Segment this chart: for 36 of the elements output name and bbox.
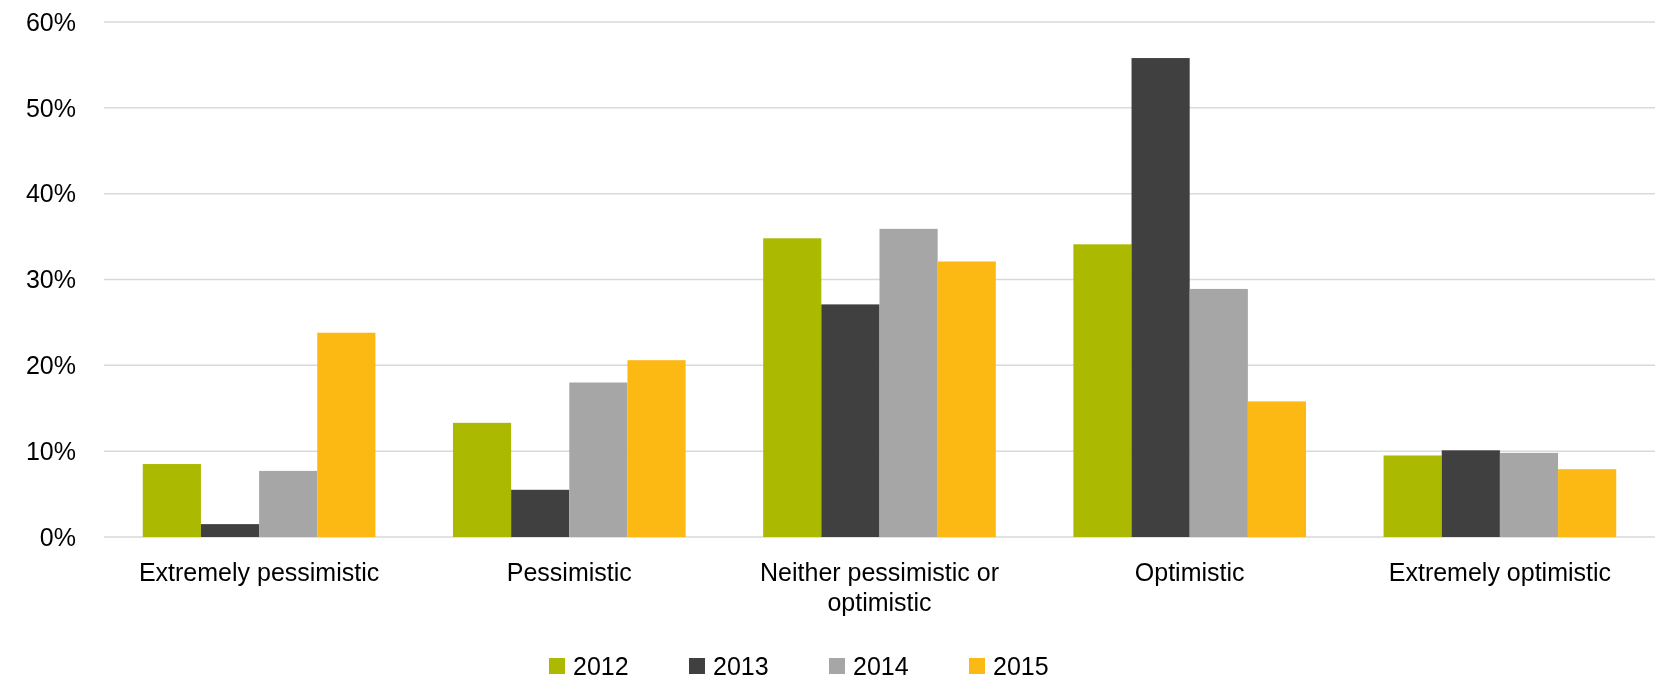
bar [1499, 452, 1559, 537]
bar [511, 489, 570, 537]
x-tick-label: Extremely pessimistic [138, 558, 380, 586]
y-tick-label: 30% [25, 265, 76, 294]
bar [569, 382, 628, 537]
bar [1441, 450, 1500, 537]
bar [763, 238, 822, 537]
bar [452, 422, 512, 537]
bar [937, 261, 996, 537]
legend-label: 2014 [853, 652, 909, 680]
bar [627, 360, 686, 537]
bar [879, 228, 938, 537]
bar [1131, 58, 1190, 537]
x-tick-label: Optimistic [1134, 558, 1245, 586]
bar [821, 304, 880, 537]
bar [317, 332, 376, 537]
bar [1189, 288, 1248, 537]
y-tick-label: 40% [25, 179, 76, 208]
bar [1073, 244, 1132, 537]
bar [142, 464, 201, 537]
y-tick-label: 20% [25, 351, 76, 380]
legend-label: 2015 [993, 652, 1049, 680]
x-tick-label: Extremely optimistic [1388, 558, 1612, 586]
bar [1558, 469, 1617, 537]
y-tick-label: 50% [25, 93, 76, 122]
x-tick-label: Neither pessimistic or optimistic [760, 558, 999, 616]
bar [200, 524, 260, 537]
bar [259, 470, 318, 537]
legend-label: 2012 [573, 652, 629, 680]
bar [1383, 455, 1442, 537]
y-tick-label: 0% [39, 522, 76, 551]
legend-label: 2013 [713, 652, 769, 680]
bar [1247, 401, 1307, 537]
y-tick-label: 10% [25, 436, 76, 465]
y-tick-label: 60% [25, 7, 76, 36]
x-tick-label: Pessimistic [506, 558, 632, 586]
